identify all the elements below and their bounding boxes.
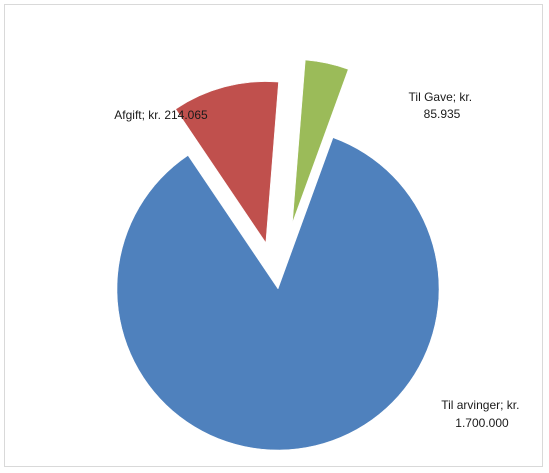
pie-labels: Til arvinger; kr. 1.700.000 Afgift; kr. … (114, 90, 523, 430)
label-til-arvinger: Til arvinger; kr. 1.700.000 (441, 398, 523, 430)
pie-slice-til-gave (292, 59, 349, 223)
label-til-gave: Til Gave; kr. 85.935 (409, 90, 476, 121)
pie-slices (116, 59, 440, 451)
pie-slice-afgift (175, 81, 279, 244)
pie-slice-til-arvinger (116, 137, 440, 451)
label-afgift: Afgift; kr. 214.065 (114, 108, 208, 122)
